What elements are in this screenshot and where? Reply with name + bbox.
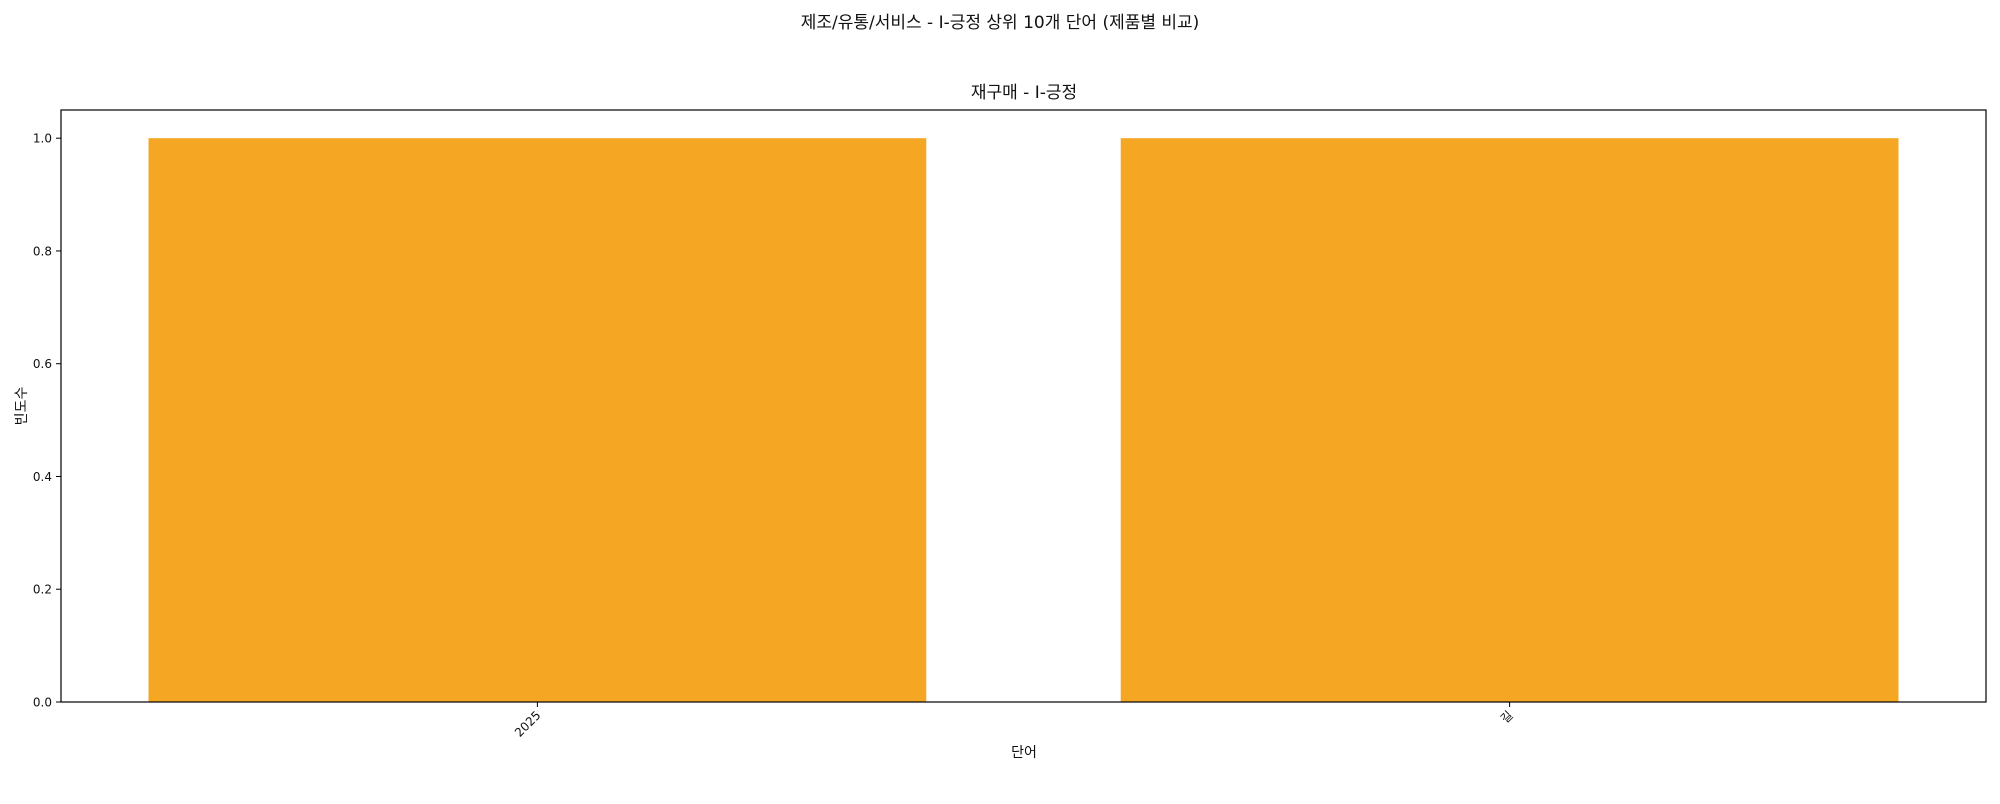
y-tick-label: 1.0 — [33, 132, 52, 146]
y-tick-label: 0.6 — [33, 357, 52, 371]
chart-title: 재구매 - I-긍정 — [971, 83, 1077, 103]
x-axis-label: 단어 — [1011, 745, 1037, 761]
bar-2025 — [148, 138, 927, 702]
x-tick-label: 길 — [1498, 708, 1516, 726]
y-tick-label: 0.0 — [33, 696, 52, 710]
bars-layer — [148, 138, 1899, 702]
x-axis: 2025 길 — [512, 702, 1516, 740]
x-tick-label: 2025 — [512, 708, 543, 739]
plot-area-frame — [60, 109, 1987, 703]
y-axis-label: 빈도수 — [14, 387, 30, 426]
figure-suptitle: 제조/유통/서비스 - I-긍정 상위 10개 단어 (제품별 비교) — [801, 13, 1200, 33]
y-axis: 0.0 0.2 0.4 0.6 0.8 1.0 — [33, 132, 61, 710]
y-tick-label: 0.4 — [33, 470, 52, 484]
y-tick-label: 0.8 — [33, 244, 52, 258]
y-tick-label: 0.2 — [33, 583, 52, 597]
bar-길 — [1120, 138, 1899, 702]
